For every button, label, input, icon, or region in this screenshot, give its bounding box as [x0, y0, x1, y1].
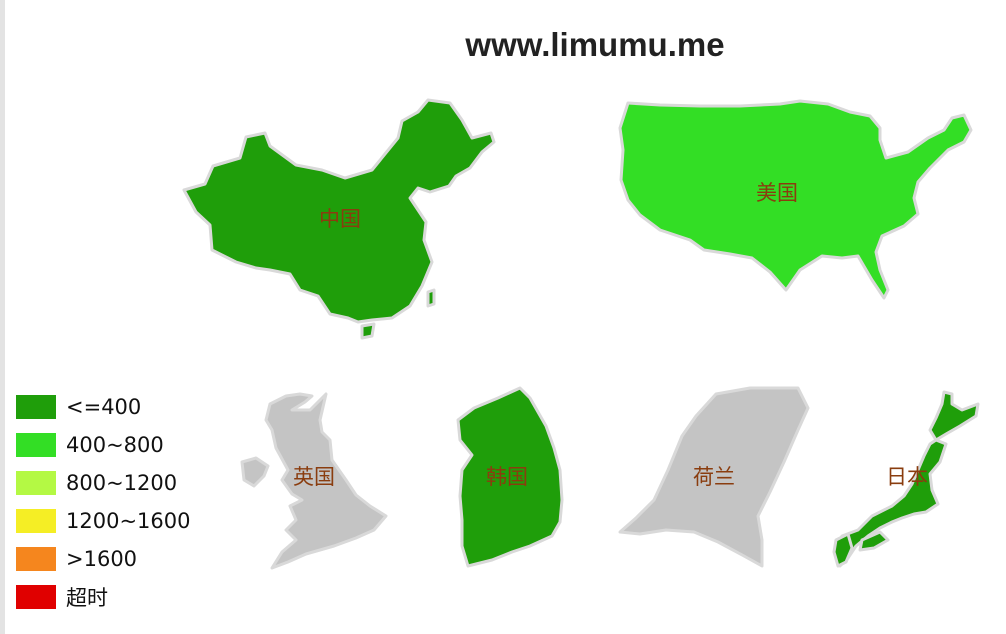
country-uk-ni: [240, 456, 270, 488]
legend-label: 800~1200: [66, 471, 178, 495]
legend-swatch: [16, 509, 56, 533]
country-japan-hokkaido: [928, 390, 980, 442]
legend-swatch: [16, 471, 56, 495]
country-japan-shikoku: [858, 530, 890, 552]
country-china-hainan: [360, 322, 376, 340]
legend-item: 800~1200: [16, 464, 190, 502]
legend-item: <=400: [16, 388, 190, 426]
legend-label: <=400: [66, 395, 142, 419]
country-china[interactable]: [182, 98, 496, 324]
legend-item: 400~800: [16, 426, 190, 464]
legend-label: 400~800: [66, 433, 164, 457]
label-usa: 美国: [756, 181, 798, 205]
legend-label: >1600: [66, 547, 138, 571]
country-china-taiwan: [426, 288, 436, 308]
legend-item: >1600: [16, 540, 190, 578]
country-japan-kyushu: [832, 532, 854, 568]
country-netherlands[interactable]: [618, 386, 810, 568]
label-netherlands: 荷兰: [693, 465, 735, 489]
legend: <=400 400~800 800~1200 1200~1600 >1600 超…: [16, 388, 190, 616]
legend-swatch: [16, 585, 56, 609]
label-korea: 韩国: [486, 465, 528, 489]
legend-item: 1200~1600: [16, 502, 190, 540]
country-usa[interactable]: [618, 99, 973, 300]
label-uk: 英国: [293, 465, 335, 489]
legend-swatch: [16, 395, 56, 419]
label-china: 中国: [319, 207, 361, 231]
legend-label: 超时: [66, 586, 108, 610]
label-japan: 日本: [886, 465, 928, 489]
country-uk[interactable]: [264, 392, 388, 570]
legend-swatch: [16, 547, 56, 571]
legend-swatch: [16, 433, 56, 457]
legend-label: 1200~1600: [66, 509, 191, 533]
legend-item: 超时: [16, 578, 190, 616]
page-title: www.limumu.me: [465, 26, 725, 63]
country-korea[interactable]: [456, 386, 564, 568]
left-edge-bar: [0, 0, 5, 634]
